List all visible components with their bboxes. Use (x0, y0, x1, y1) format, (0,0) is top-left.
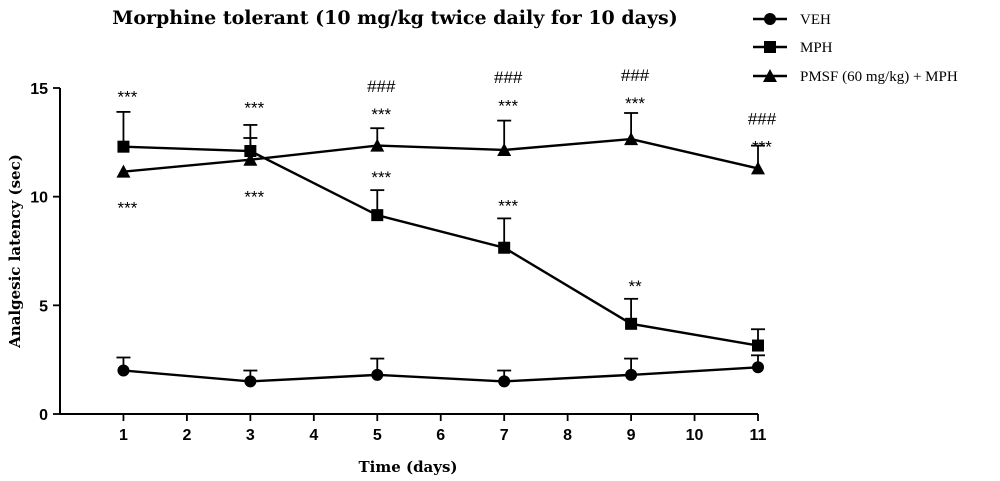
legend-label: VEH (800, 12, 831, 28)
legend-item: MPH (753, 40, 833, 56)
series-circle (116, 354, 765, 388)
series-line (123, 145, 759, 347)
y-tick-label: 0 (39, 407, 48, 424)
data-point (752, 361, 764, 374)
significance-annotation: *** (625, 94, 645, 113)
legend-item: VEH (753, 12, 831, 28)
chart-title: Morphine tolerant (10 mg/kg twice daily … (112, 7, 677, 29)
legend-label: MPH (800, 40, 833, 56)
data-point (497, 142, 512, 156)
significance-annotation: *** (371, 168, 391, 187)
significance-annotation: ### (367, 77, 396, 96)
data-point (625, 368, 638, 381)
significance-annotation: *** (752, 138, 772, 157)
series-layer (116, 111, 765, 388)
series-square (116, 111, 765, 352)
legend-marker (764, 41, 776, 53)
data-point (498, 241, 511, 254)
significance-annotation: *** (244, 188, 264, 207)
ticks: 1 2 3 4 5 6 7 8 9 10 11 0 5 10 15 (30, 81, 766, 444)
x-tick-label: 9 (627, 427, 636, 444)
legend: VEH MPH PMSF (60 mg/kg) + MPH (753, 12, 958, 85)
data-point (498, 375, 511, 388)
legend-marker (764, 13, 776, 25)
y-tick-label: 5 (39, 298, 48, 315)
data-point (625, 317, 638, 330)
x-tick-label: 8 (563, 427, 572, 444)
axes (59, 88, 758, 415)
data-point (752, 339, 764, 352)
data-point (116, 164, 131, 178)
significance-annotation: ** (628, 277, 642, 296)
significance-annotation: *** (498, 96, 518, 115)
data-point (244, 375, 257, 388)
significance-annotation: *** (371, 105, 391, 124)
x-tick-label: 1 (119, 427, 128, 444)
y-tick-label: 10 (30, 190, 48, 207)
data-point (371, 209, 384, 222)
data-point (751, 161, 765, 175)
series-triangle (116, 112, 765, 178)
x-tick-label: 5 (373, 427, 382, 444)
data-point (624, 132, 639, 146)
series-line (123, 366, 759, 383)
significance-annotation: *** (118, 199, 138, 218)
data-point (243, 152, 258, 166)
legend-marker (763, 69, 777, 82)
significance-annotation: *** (498, 196, 518, 215)
significance-annotation: ### (748, 109, 777, 128)
significance-annotation: *** (244, 99, 264, 118)
y-tick-label: 15 (30, 81, 48, 98)
series-line (123, 137, 759, 173)
data-point (117, 364, 130, 377)
annotation-layer: ************###******###******###*****##… (118, 66, 777, 296)
x-tick-label: 6 (436, 427, 445, 444)
x-tick-label: 2 (182, 427, 191, 444)
data-point (371, 368, 384, 381)
y-axis-title: Analgesic latency (sec) (6, 154, 24, 349)
x-tick-label: 10 (686, 427, 704, 444)
x-tick-label: 4 (309, 427, 318, 444)
x-axis-title: Time (days) (358, 458, 457, 476)
significance-annotation: *** (118, 88, 138, 107)
x-tick-label: 11 (750, 427, 767, 444)
data-point (117, 140, 130, 153)
x-tick-label: 7 (500, 427, 509, 444)
legend-label: PMSF (60 mg/kg) + MPH (800, 69, 958, 85)
data-point (370, 138, 385, 152)
significance-annotation: ### (621, 66, 650, 85)
legend-item: PMSF (60 mg/kg) + MPH (753, 69, 958, 85)
x-tick-label: 3 (246, 427, 255, 444)
significance-annotation: ### (494, 68, 523, 87)
